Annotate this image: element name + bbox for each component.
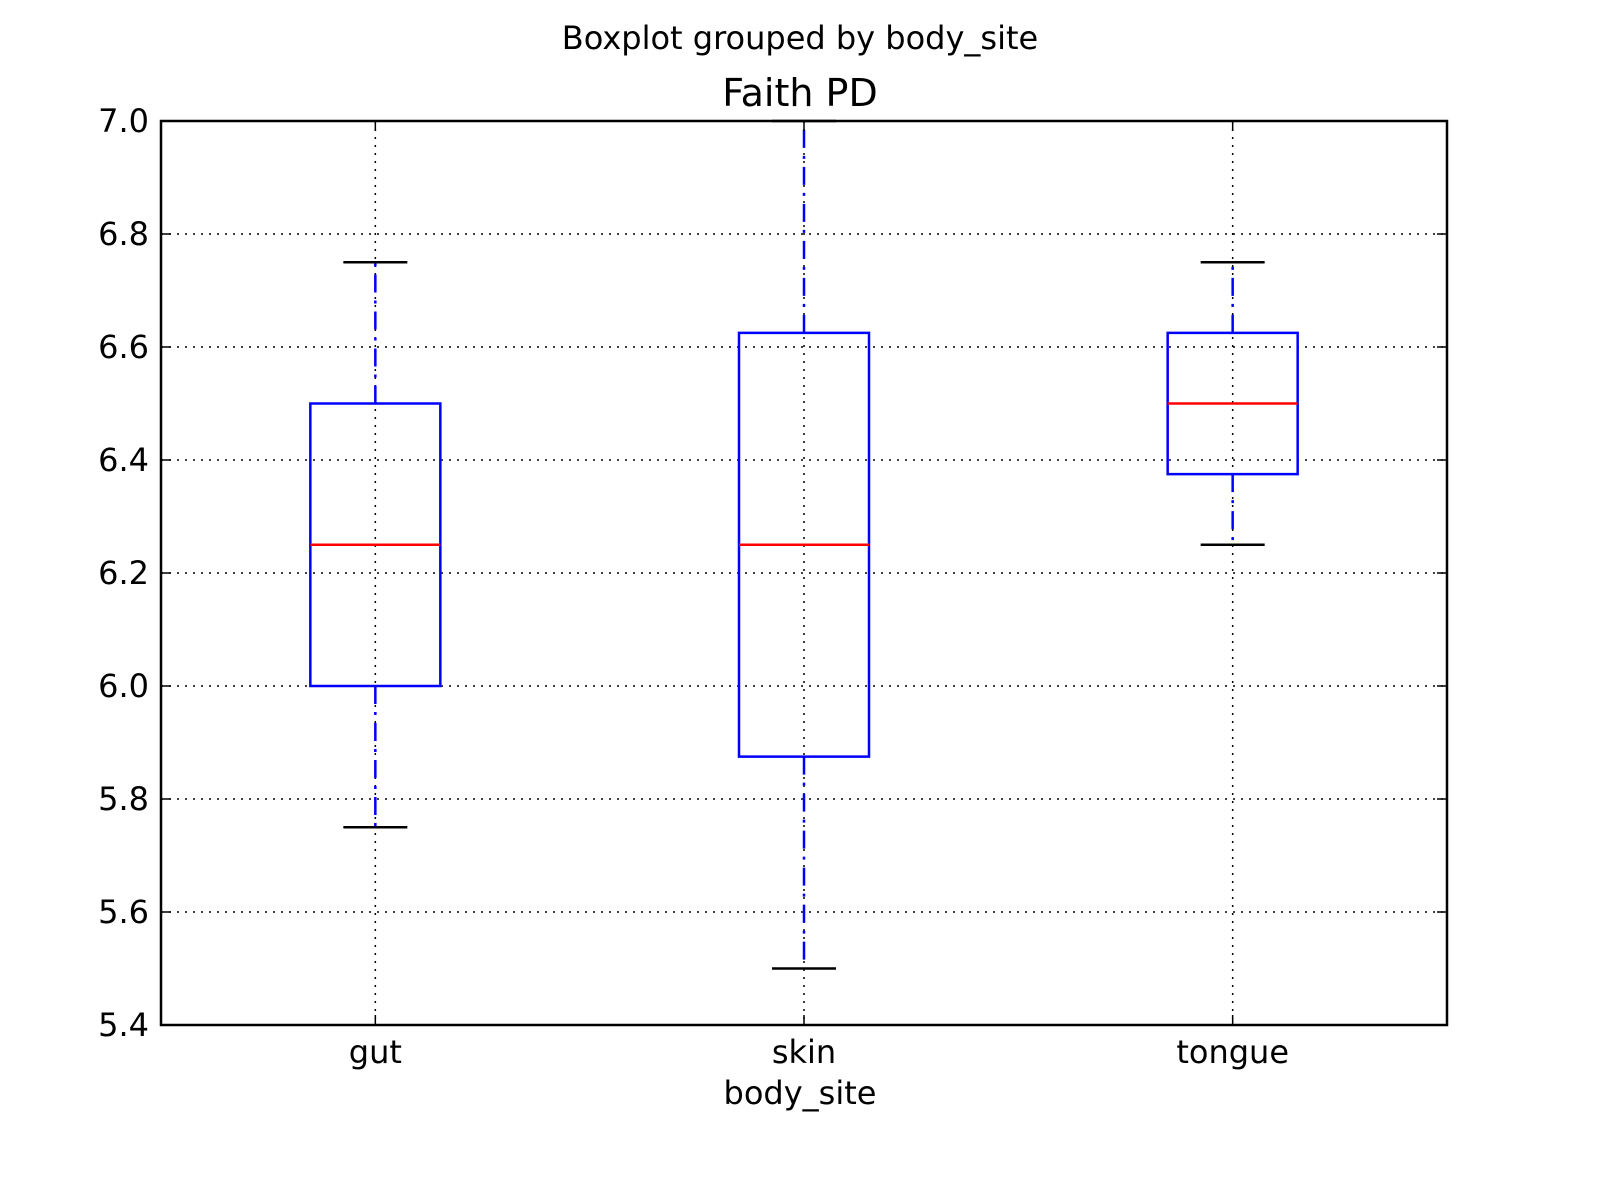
x-tick-label: skin <box>772 1033 836 1071</box>
y-tick-label: 5.8 <box>98 780 149 818</box>
y-tick-label: 5.6 <box>98 893 149 931</box>
boxes <box>309 119 1299 970</box>
y-tick-label: 7.0 <box>98 102 149 140</box>
box-skin <box>737 119 871 970</box>
chart-title: Faith PD <box>722 71 877 115</box>
x-axis-label: body_site <box>724 1074 877 1112</box>
y-tick-label: 6.4 <box>98 441 149 479</box>
box-gut <box>309 261 442 829</box>
y-tick-label: 5.4 <box>98 1006 149 1044</box>
y-tick-label: 6.2 <box>98 554 149 592</box>
axes: 5.4 5.6 5.8 6.0 6.2 6.4 6.6 6.8 7.0 gut skin tongue <box>98 102 1449 1071</box>
x-tick-label: gut <box>349 1033 402 1071</box>
plot-frame <box>159 119 1449 1027</box>
y-tick-label: 6.8 <box>98 215 149 253</box>
y-tick-label: 6.6 <box>98 328 149 366</box>
chart-suptitle: Boxplot grouped by body_site <box>562 19 1038 57</box>
y-tick-label: 6.0 <box>98 667 149 705</box>
x-tick-label: tongue <box>1176 1033 1289 1071</box>
box-tongue <box>1166 261 1299 546</box>
